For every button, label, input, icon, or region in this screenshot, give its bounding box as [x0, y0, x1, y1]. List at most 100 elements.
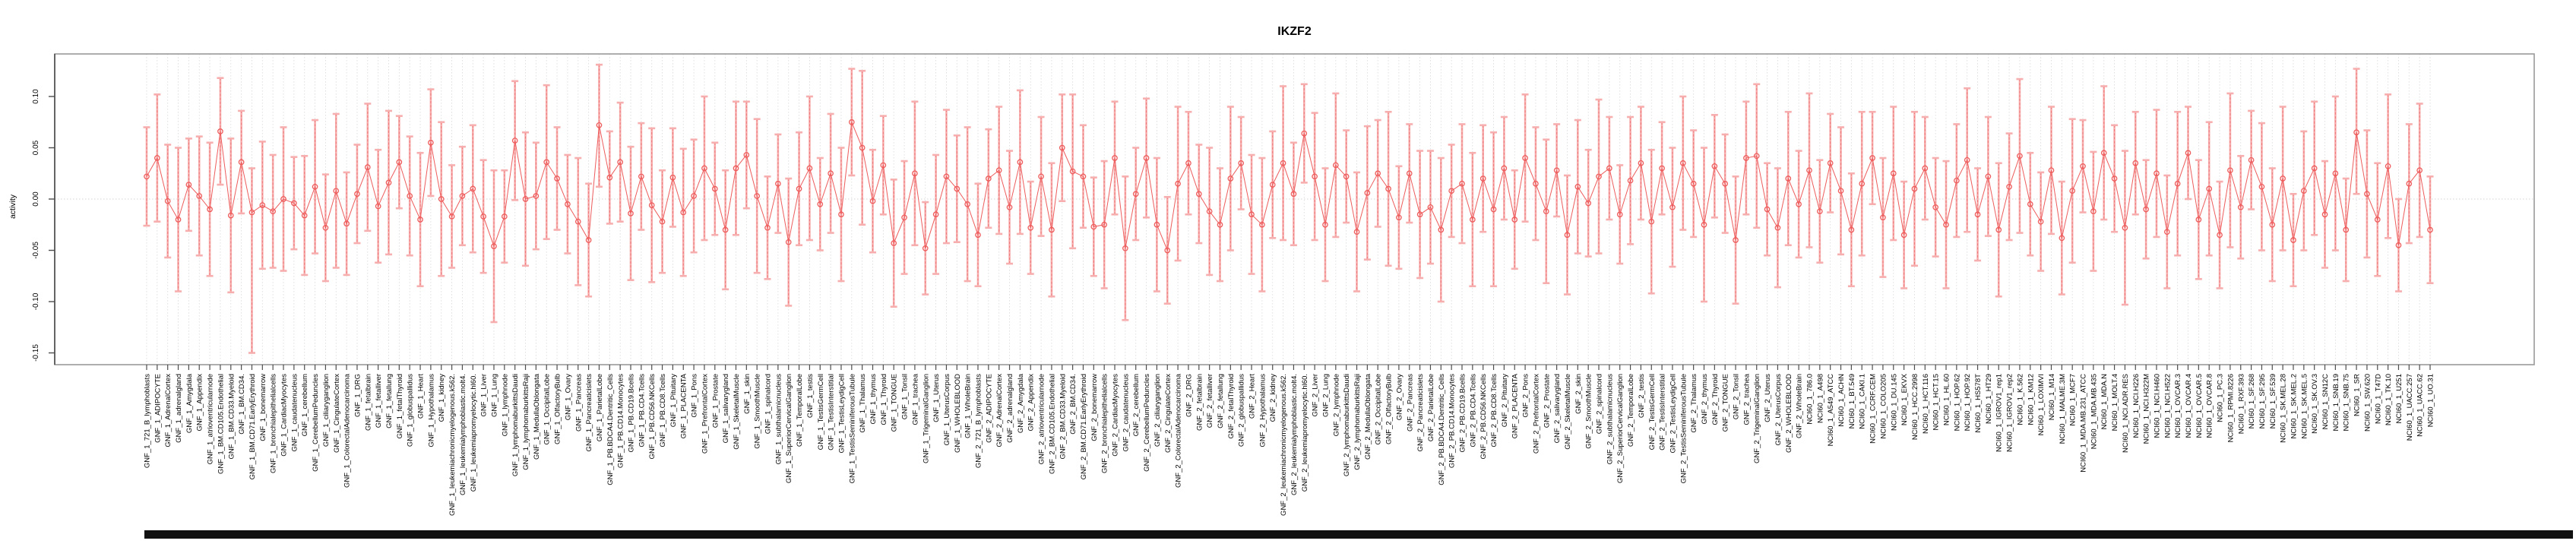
x-tick-label: NCI60_1_PC.3 [2217, 374, 2225, 422]
x-tick-label: GNF_1_SmoothMuscle [754, 374, 762, 449]
data-point [1806, 167, 1812, 174]
x-tick-label: GNF_1_lymphomaburkittsDaudi [511, 374, 520, 476]
data-point [817, 201, 824, 207]
data-point [164, 198, 171, 204]
x-tick-label: GNF_2_PrefrontalCortex [1532, 374, 1540, 454]
x-tick-label: GNF_1_PB.CD4.Tcells [638, 374, 646, 447]
data-point [2111, 175, 2118, 182]
data-point [1059, 144, 1065, 151]
x-tick-label: NCI60_1_LOXIMVI [2037, 374, 2046, 435]
data-point [859, 144, 866, 151]
y-axis-title: activity [8, 194, 17, 219]
x-tick-label: GNF_1_ColorectalAdenocarcinoma [343, 373, 352, 488]
x-tick-label: GNF_1_CardiacMyocytes [280, 374, 289, 457]
x-tick-label: GNF_2_globuspallidus [1238, 374, 1246, 447]
y-tick-label: 0.00 [32, 191, 40, 207]
x-tick-label: GNF_1_OlfactoryBulb [554, 374, 562, 444]
data-point [1911, 185, 1918, 192]
data-point [1869, 155, 1875, 161]
data-point [1701, 221, 1707, 228]
data-point [1375, 170, 1381, 177]
data-point [1922, 165, 1929, 172]
data-point [1669, 204, 1676, 210]
series-line-layer [146, 122, 2431, 252]
data-point [1501, 165, 1508, 172]
data-point [2122, 224, 2128, 231]
x-tick-label: NCI60_1_BT.549 [1848, 374, 1856, 428]
data-point [270, 208, 277, 215]
x-tick-label: GNF_1_Pancreaticislets [585, 374, 593, 452]
x-tick-label: NCI60_1_MCF7 [2069, 374, 2078, 426]
x-tick-label: GNF_1_PB.CD14.Monocytes [617, 374, 625, 468]
x-tick-label: GNF_2_Appendix [1027, 374, 1036, 432]
x-tick-label: GNF_2_CingulateCortex [1164, 374, 1172, 453]
x-tick-label: GNF_1_Appendix [196, 374, 204, 432]
error-bar [2426, 175, 2434, 285]
data-point [417, 217, 423, 223]
data-point [280, 196, 286, 202]
data-point [1722, 180, 1729, 187]
x-tick-label: NCI60_1_TK.10 [2385, 374, 2393, 425]
data-point [259, 202, 266, 208]
error-bar [248, 167, 255, 354]
x-tick-label: GNF_1_fetallung [385, 374, 394, 428]
data-point [1627, 177, 1634, 184]
data-point [1711, 163, 1718, 169]
data-point [2248, 157, 2255, 163]
x-tick-label: GNF_2_BM.CD105.Endothelial [1048, 374, 1056, 474]
x-tick-label: NCI60_1_NCI.H460 [2153, 374, 2161, 438]
x-tick-label: GNF_2_MedullaOblongata [1364, 373, 1372, 460]
data-point [2037, 218, 2044, 225]
x-tick-label: GNF_2_bronchialepithelialcells [1101, 374, 1109, 473]
x-tick-label: NCI60_1_SF.268 [2248, 374, 2256, 428]
x-tick-label: GNF_1_TestisLeydigCell [837, 374, 846, 454]
data-point [1364, 190, 1371, 196]
data-point [1290, 191, 1297, 198]
data-point [217, 128, 223, 134]
data-point [1280, 160, 1286, 166]
data-point [2311, 165, 2318, 172]
data-point [1301, 130, 1308, 137]
data-point [1069, 168, 1076, 175]
data-point [1322, 221, 1328, 228]
x-tick-label: GNF_1_Liver [480, 374, 489, 417]
x-tick-label: GNF_1_CingulateCortex [333, 374, 341, 453]
x-tick-label: GNF_1_SkeletalMuscle [733, 374, 741, 450]
x-tick-label: NCI60_1_NCI.H322M [2143, 374, 2151, 444]
x-tick-label: GNF_1_Thyroid [880, 374, 888, 425]
data-point [1585, 200, 1592, 207]
data-point [2321, 211, 2328, 218]
data-point [2290, 237, 2296, 243]
data-point [438, 196, 445, 202]
data-point [1596, 173, 1602, 180]
x-tick-label: GNF_2_PB.CD4.Tcells [1469, 374, 1477, 447]
data-point [2059, 235, 2065, 242]
data-point [606, 174, 613, 181]
series-line [146, 122, 2431, 252]
data-point [680, 209, 687, 216]
x-tick-label: GNF_1_BM.CD33.Myeloid [227, 374, 236, 459]
data-point [1964, 157, 1970, 163]
x-tick-label: NCI60_1_SR [2353, 374, 2362, 416]
x-tick-label: GNF_2_testis [1638, 374, 1646, 418]
x-tick-label: GNF_2_OlfactoryBulb [1385, 374, 1394, 444]
data-point [511, 138, 518, 144]
x-tick-label: GNF_2_PB.CD14.Monocytes [1448, 374, 1457, 468]
x-tick-label: NCI60_1_RXF.393 [2237, 374, 2245, 434]
data-point [975, 232, 981, 239]
x-tick-label: NCI60_1_UO.31 [2427, 374, 2435, 427]
x-tick-label: GNF_1_thymus [869, 374, 878, 425]
x-tick-label: GNF_1_TONGUE [891, 374, 899, 432]
data-point [691, 193, 697, 199]
data-point [669, 174, 676, 181]
x-tick-label: GNF_2_SuperiorCervicalGanglion [1616, 374, 1625, 483]
data-point [1511, 217, 1518, 223]
data-point [554, 175, 560, 182]
x-tick-label: GNF_2_ADIPOCYTE [985, 374, 993, 443]
data-point [1427, 204, 1434, 210]
data-point [964, 201, 970, 207]
x-tick-label: GNF_1_SuperiorCervicalGanglion [785, 374, 793, 483]
x-tick-label: GNF_1_leukemiachronicmyelogenous.k562. [448, 374, 457, 516]
data-point [1827, 160, 1834, 166]
x-tick-label: NCI60_1_UACC.257 [2406, 374, 2414, 441]
